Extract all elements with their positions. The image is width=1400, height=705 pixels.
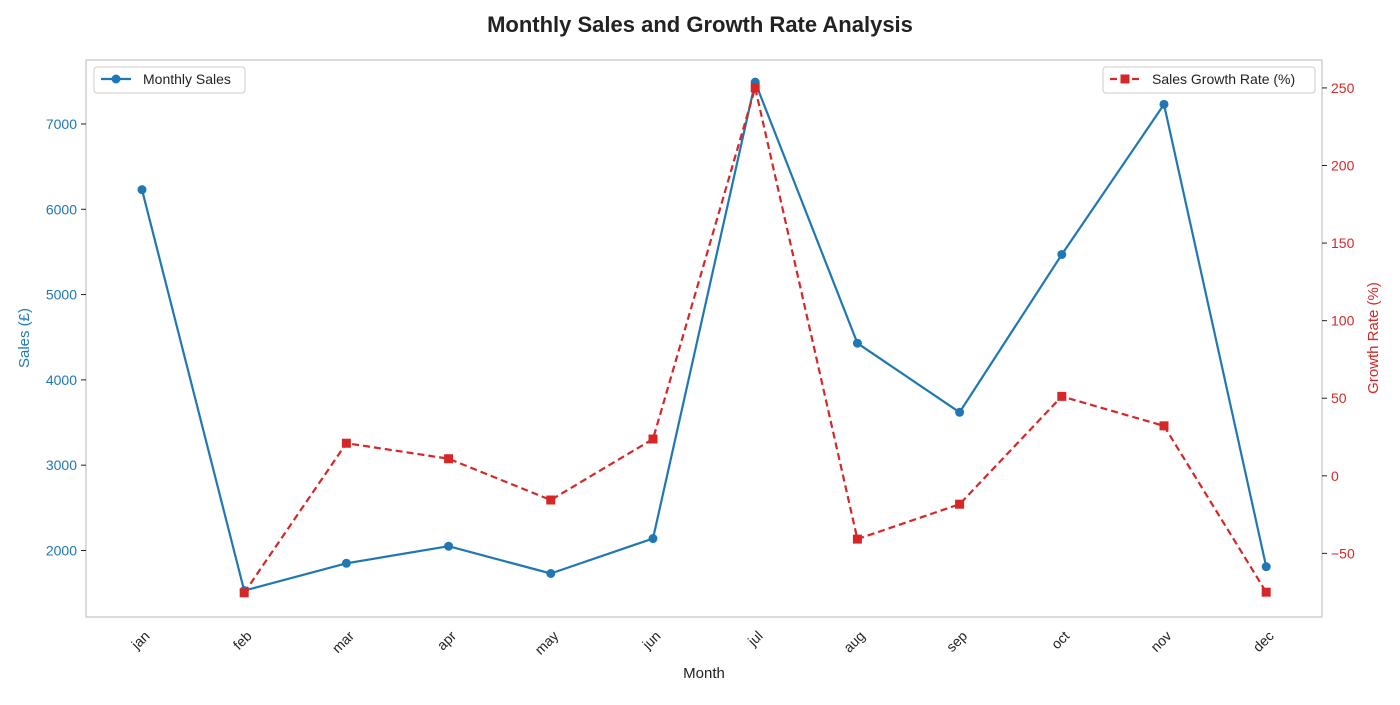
growth-rate-marker-apr [444, 454, 454, 464]
right-y-tick-label-50: 50 [1331, 390, 1347, 406]
growth-rate-marker-dec [1261, 587, 1271, 597]
legend-right-label: Sales Growth Rate (%) [1152, 71, 1295, 87]
chart-title: Monthly Sales and Growth Rate Analysis [487, 12, 913, 37]
monthly-sales-marker-aug [852, 338, 862, 348]
x-tick-label-dec: dec [1250, 628, 1277, 655]
legend-right-box [1102, 66, 1316, 94]
left-y-axis-label: Sales (£) [16, 308, 33, 368]
left-y-tick-label-6000: 6000 [46, 201, 77, 217]
x-tick-label-sep: sep [943, 627, 970, 654]
x-tick-label-jun: jun [638, 628, 663, 653]
legend-left-box [93, 66, 246, 94]
growth-rate-marker-nov [1159, 421, 1169, 431]
x-axis-label: Month [683, 665, 725, 682]
monthly-sales-marker-jun [648, 534, 658, 544]
monthly-sales-marker-apr [444, 541, 454, 551]
right-y-tick-label-250: 250 [1331, 80, 1355, 96]
right-y-axis-ticks: −50 0 50 100 150 200 250 [1322, 80, 1355, 561]
growth-rate-marker-sep [955, 499, 965, 509]
x-axis-ticks: jan feb mar apr may jun jul aug sep oct nov dec [127, 627, 1276, 657]
growth-rate-marker-jul [750, 83, 760, 93]
monthly-sales-marker-may [546, 568, 556, 578]
monthly-sales-marker-jan [137, 185, 147, 195]
x-tick-label-oct: oct [1048, 628, 1073, 653]
monthly-sales-line [140, 81, 1268, 592]
right-y-tick-label-100: 100 [1331, 313, 1355, 329]
x-tick-label-jan: jan [127, 628, 152, 653]
monthly-sales-marker-sep [955, 407, 965, 417]
growth-rate-marker-feb [239, 588, 249, 598]
left-y-axis-ticks: 2000 3000 4000 5000 6000 7000 [46, 116, 86, 558]
growth-rate-marker-may [546, 495, 556, 505]
right-y-tick-label--50: −50 [1331, 545, 1355, 561]
monthly-sales-marker-dec [1261, 562, 1271, 572]
growth-rate-marker-aug [852, 534, 862, 544]
monthly-sales-marker-nov [1159, 99, 1169, 109]
legend-right: Sales Growth Rate (%) [1102, 66, 1316, 94]
x-tick-label-aug: aug [840, 628, 868, 656]
legend-left-marker-swatch [111, 74, 121, 84]
growth-rate-line [243, 86, 1268, 594]
right-y-tick-label-0: 0 [1331, 468, 1339, 484]
x-tick-label-mar: mar [329, 627, 358, 656]
growth-rate-marker-oct [1057, 391, 1067, 401]
left-y-tick-label-3000: 3000 [46, 457, 77, 473]
left-y-tick-label-2000: 2000 [46, 542, 77, 558]
x-tick-label-nov: nov [1147, 628, 1174, 655]
series-layer [137, 77, 1271, 598]
growth-rate-marker-jun [648, 434, 658, 444]
monthly-sales-marker-mar [341, 558, 351, 568]
legend-left-label: Monthly Sales [143, 71, 231, 87]
right-y-tick-label-150: 150 [1331, 235, 1355, 251]
right-y-axis-label: Growth Rate (%) [1365, 282, 1382, 394]
growth-rate-marker-mar [341, 438, 351, 448]
legend-right-marker-swatch [1120, 74, 1130, 84]
x-tick-label-feb: feb [230, 627, 255, 652]
monthly-sales-marker-oct [1057, 249, 1067, 259]
x-tick-label-apr: apr [434, 627, 460, 653]
x-tick-label-may: may [531, 628, 561, 658]
right-y-tick-label-200: 200 [1331, 158, 1355, 174]
left-y-tick-label-4000: 4000 [46, 372, 77, 388]
left-y-tick-label-5000: 5000 [46, 287, 77, 303]
x-tick-label-jul: jul [744, 628, 766, 650]
plot-frame [85, 59, 1323, 618]
left-y-tick-label-7000: 7000 [46, 116, 77, 132]
legend-left: Monthly Sales [93, 66, 246, 94]
